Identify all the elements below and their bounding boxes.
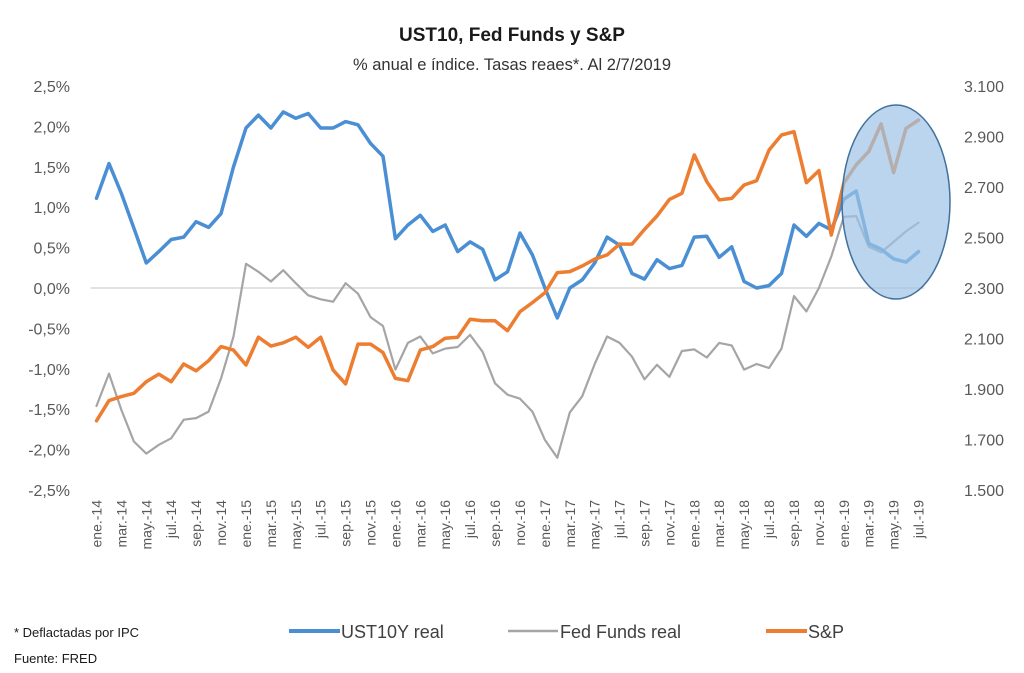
x-tick-label: mar.-15 (263, 500, 279, 548)
x-tick-label: ene.-16 (387, 500, 403, 548)
x-tick-label: sep.-15 (338, 500, 354, 547)
x-tick-label: mar.-19 (861, 500, 877, 548)
y-left-tick-label: -2,5% (28, 483, 70, 500)
x-tick-label: mar.-14 (113, 500, 129, 548)
x-tick-label: ene.-17 (537, 500, 553, 548)
x-tick-label: jul.-16 (462, 500, 478, 539)
y-left-tick-label: 2,0% (34, 119, 70, 136)
x-tick-label: jul.-18 (761, 500, 777, 539)
x-tick-label: nov.-15 (363, 500, 379, 546)
legend-label-sp: S&P (808, 622, 844, 642)
y-right-tick-label: 2.700 (964, 180, 1004, 197)
x-tick-label: jul.-15 (313, 500, 329, 539)
x-tick-label: may.-17 (587, 500, 603, 550)
x-tick-label: sep.-17 (637, 500, 653, 547)
y-left-tick-label: 2,5% (34, 79, 70, 96)
series-layer (94, 110, 921, 459)
y-left-tick-label: 1,0% (34, 200, 70, 217)
x-tick-label: may.-15 (288, 500, 304, 550)
x-tick-label: sep.-14 (188, 500, 204, 547)
x-tick-label: jul.-19 (911, 500, 927, 539)
y-left-tick-label: -1,5% (28, 402, 70, 419)
x-tick-label: mar.-17 (562, 500, 578, 548)
footnote-source: Fuente: FRED (14, 651, 97, 666)
y-right-tick-label: 2.100 (964, 332, 1004, 349)
x-tick-label: ene.-14 (89, 500, 105, 548)
x-tick-label: may.-14 (138, 500, 154, 550)
y-axis-left: 2,5% 2,0% 1,5% 1,0% 0,5% 0,0% -0,5% -1,0% -1,5% -… (28, 79, 70, 500)
x-tick-label: nov.-16 (512, 500, 528, 546)
y-right-tick-label: 2.900 (964, 130, 1004, 147)
x-tick-label: ene.-19 (836, 500, 852, 548)
y-left-tick-label: 1,5% (34, 160, 70, 177)
y-left-tick-label: 0,0% (34, 281, 70, 298)
y-right-tick-label: 1.900 (964, 382, 1004, 399)
y-right-tick-label: 1.500 (964, 483, 1004, 500)
x-tick-label: mar.-16 (412, 500, 428, 548)
series-line-fed-funds-real (95, 215, 920, 459)
x-tick-label: jul.-17 (612, 500, 628, 539)
y-left-tick-label: -0,5% (28, 321, 70, 338)
footnote-deflated: * Deflactadas por IPC (14, 625, 139, 640)
y-right-tick-label: 2.500 (964, 231, 1004, 248)
chart-subtitle: % anual e índice. Tasas reaes*. Al 2/7/2… (353, 56, 671, 74)
y-axis-right: 3.100 2.900 2.700 2.500 2.300 2.100 1.900 1.700… (964, 79, 1004, 500)
x-tick-label: nov.-14 (213, 500, 229, 546)
series-line-ust10y-real (94, 110, 921, 320)
x-tick-label: ene.-15 (238, 500, 254, 548)
highlight-ellipse (841, 104, 951, 300)
x-tick-label: mar.-18 (711, 500, 727, 548)
x-tick-label: jul.-14 (163, 500, 179, 539)
y-right-tick-label: 2.300 (964, 281, 1004, 298)
x-tick-label: nov.-17 (661, 500, 677, 546)
x-tick-label: may.-19 (886, 500, 902, 550)
y-left-tick-label: 0,5% (34, 241, 70, 258)
x-tick-label: nov.-18 (811, 500, 827, 546)
legend-label-ust10y: UST10Y real (341, 622, 444, 642)
legend: UST10Y real Fed Funds real S&P (289, 622, 844, 642)
x-tick-label: sep.-16 (487, 500, 503, 547)
y-left-tick-label: -1,0% (28, 362, 70, 379)
y-left-tick-label: -2,0% (28, 443, 70, 460)
chart-title: UST10, Fed Funds y S&P (399, 25, 625, 46)
y-right-tick-label: 1.700 (964, 433, 1004, 450)
x-axis: ene.-14 mar.-14 may.-14 jul.-14 sep.-14 nov.-… (89, 500, 927, 550)
x-tick-label: sep.-18 (786, 500, 802, 547)
y-right-tick-label: 3.100 (964, 79, 1004, 96)
series-line-s-p (94, 118, 921, 423)
x-tick-label: ene.-18 (686, 500, 702, 548)
x-tick-label: may.-16 (437, 500, 453, 550)
legend-label-fed-funds: Fed Funds real (560, 622, 681, 642)
x-tick-label: may.-18 (736, 500, 752, 550)
